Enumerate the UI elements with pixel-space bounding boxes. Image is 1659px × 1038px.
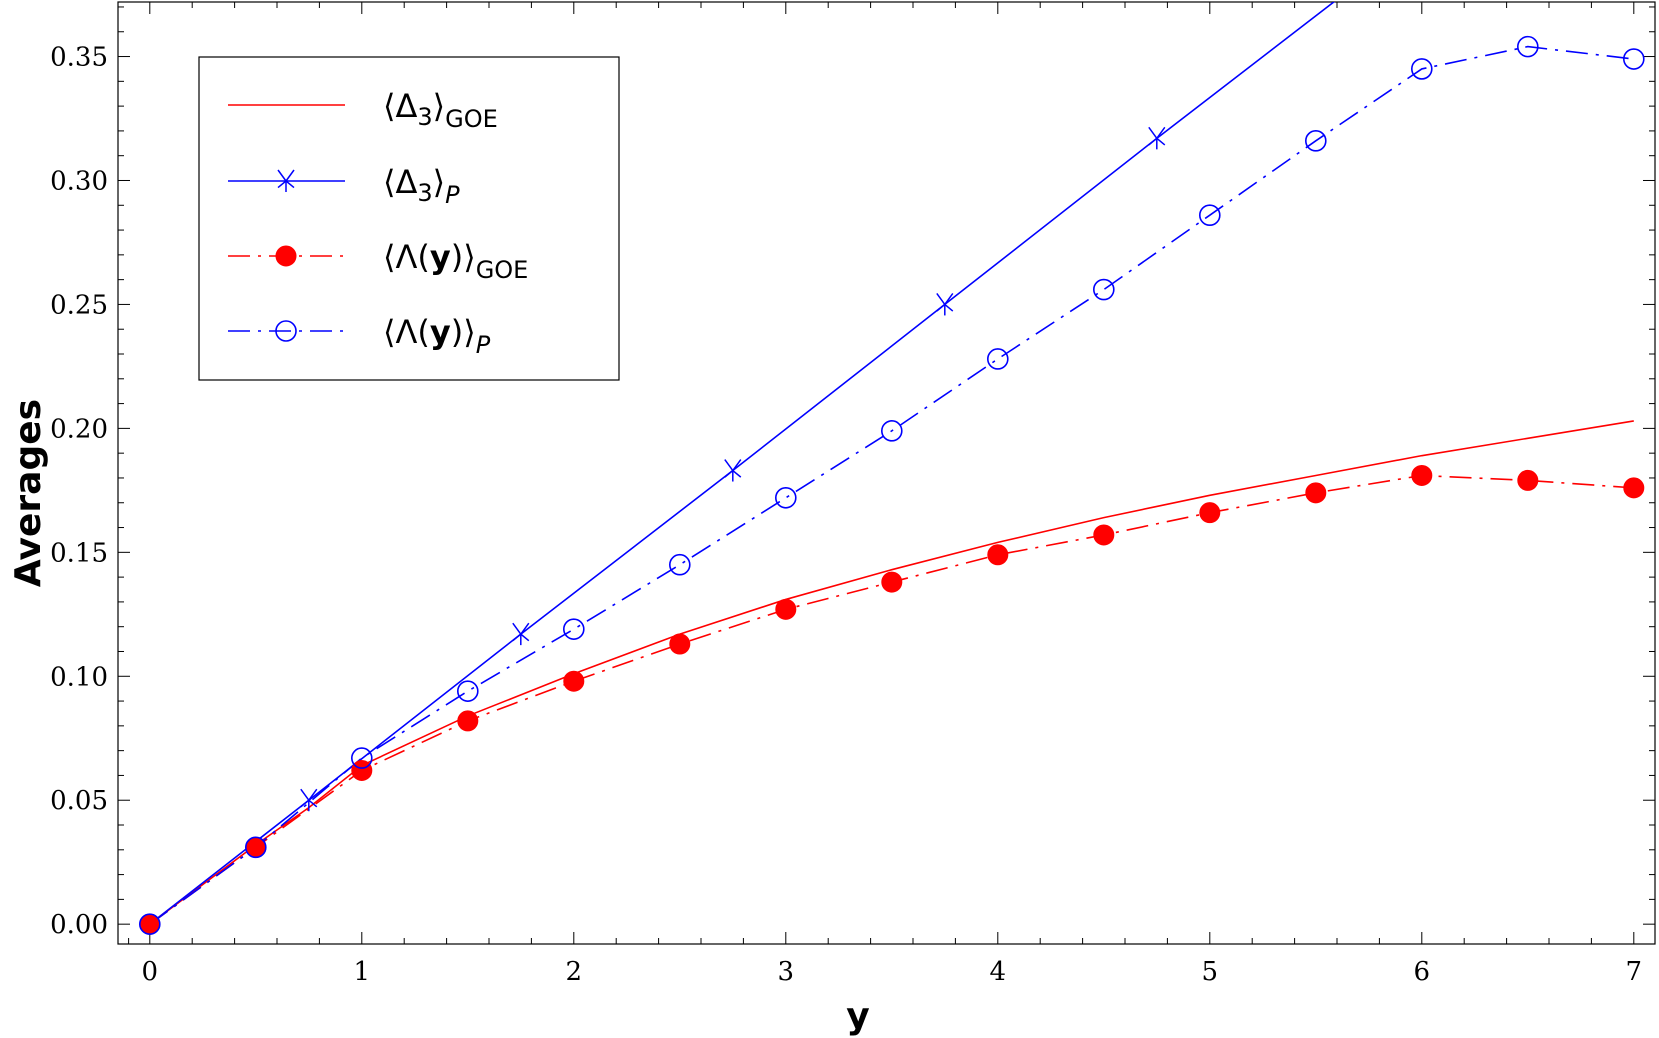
x-tick-label: 0 bbox=[142, 957, 159, 987]
x-axis-title: y bbox=[846, 996, 869, 1037]
y-tick-label: 0.35 bbox=[50, 43, 108, 73]
series-legend-3-point bbox=[275, 320, 297, 342]
series-1-point bbox=[936, 292, 954, 316]
series-2-point bbox=[775, 598, 797, 620]
series-3-point bbox=[1093, 278, 1115, 301]
series-legend-2-point bbox=[275, 245, 297, 267]
series-3-point bbox=[562, 618, 585, 640]
series-3-point bbox=[774, 486, 797, 509]
x-tick-label: 7 bbox=[1626, 957, 1643, 987]
series-3-point bbox=[880, 420, 903, 442]
legend-label-0: ⟨Δ3⟩GOE bbox=[383, 87, 498, 133]
series-3-point bbox=[1199, 204, 1221, 226]
series-3-point bbox=[1411, 58, 1433, 80]
series-2-point bbox=[1093, 524, 1115, 546]
series-1-point bbox=[300, 788, 318, 812]
plot-frame bbox=[117, 1, 1656, 945]
series-3-point bbox=[1305, 130, 1327, 152]
series-3-line bbox=[149, 45, 1634, 925]
legend-box bbox=[198, 56, 620, 381]
series-2-point bbox=[1623, 477, 1645, 499]
series-3-point bbox=[139, 913, 161, 935]
axis-ticks bbox=[118, 2, 1655, 944]
x-tick-label: 1 bbox=[354, 957, 371, 987]
x-tick-label: 2 bbox=[566, 957, 583, 987]
series-3-point bbox=[986, 348, 1009, 370]
legend-label-2: ⟨Λ(y)⟩GOE bbox=[383, 238, 528, 284]
series-layer bbox=[139, 2, 1645, 935]
series-1-point bbox=[724, 459, 742, 482]
series-2-line bbox=[149, 474, 1634, 925]
legend-label-3: ⟨Λ(y)⟩P bbox=[383, 313, 491, 359]
series-2-point bbox=[987, 544, 1009, 566]
y-tick-label: 0.20 bbox=[50, 414, 108, 444]
tick-labels: 0 1 2 3 4 5 6 7 0.00 0.05 0.10 0.15 0.20 0.25 0.30 0.35 bbox=[50, 43, 1642, 987]
series-1-point bbox=[512, 622, 530, 646]
y-axis-title: Averages bbox=[8, 399, 49, 587]
series-2-point bbox=[1199, 502, 1221, 524]
x-tick-label: 5 bbox=[1202, 957, 1219, 987]
series-2-point bbox=[669, 633, 691, 655]
legend-label-1: ⟨Δ3⟩P bbox=[383, 163, 460, 209]
series-2-point bbox=[351, 759, 373, 781]
x-tick-label: 4 bbox=[990, 957, 1007, 987]
legend: ⟨Δ3⟩GOE ⟨Δ3⟩P ⟨Λ(y)⟩GOE ⟨Λ(y)⟩P bbox=[198, 56, 620, 381]
series-2-point bbox=[563, 670, 585, 692]
y-tick-label: 0.10 bbox=[50, 662, 108, 692]
y-tick-label: 0.15 bbox=[50, 538, 108, 568]
x-tick-label: 6 bbox=[1414, 957, 1431, 987]
series-3-point bbox=[1623, 48, 1645, 70]
series-2-point bbox=[881, 571, 903, 593]
y-tick-label: 0.05 bbox=[50, 786, 108, 816]
y-tick-label: 0.30 bbox=[50, 166, 108, 196]
series-2-point bbox=[457, 710, 479, 732]
series-2-point bbox=[1411, 464, 1433, 486]
series-0-line bbox=[149, 420, 1634, 925]
series-legend-1-point bbox=[277, 169, 295, 192]
series-3-point bbox=[668, 553, 691, 576]
series-3-point bbox=[1517, 35, 1539, 58]
x-tick-label: 3 bbox=[778, 957, 795, 987]
y-tick-label: 0.25 bbox=[50, 290, 108, 320]
series-1-point bbox=[1148, 126, 1166, 150]
series-2-point bbox=[1305, 482, 1327, 504]
y-tick-label: 0.00 bbox=[50, 910, 108, 940]
series-2-point bbox=[1517, 469, 1539, 491]
series-3-point bbox=[350, 747, 373, 769]
series-3-point bbox=[456, 680, 479, 702]
series-3-point bbox=[245, 836, 267, 859]
